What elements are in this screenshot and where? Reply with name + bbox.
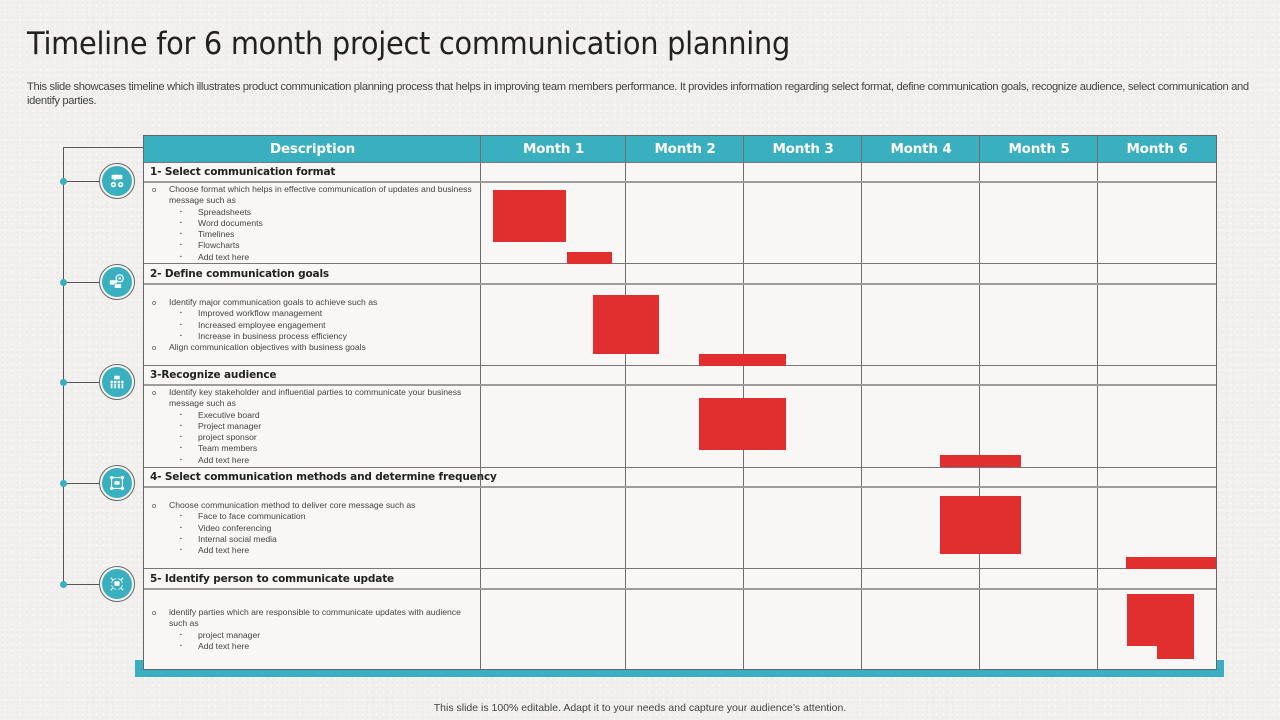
- header-month-1: Month 1: [522, 141, 585, 157]
- header-month-4: Month 4: [890, 141, 952, 157]
- grid-line: [144, 568, 1216, 569]
- connector-dot: [60, 178, 67, 185]
- sub-bullet: Video conferencing: [152, 523, 472, 535]
- sub-bullet: Increase in business process efficiency: [152, 331, 472, 343]
- grid-line: [625, 136, 626, 669]
- section-title-4: 4- Select communication methods and dete…: [150, 471, 497, 483]
- section-body-2: Identify major communication goals to ac…: [152, 297, 472, 354]
- grid-line: [144, 365, 1216, 366]
- bullet: Identify major communication goals to ac…: [152, 297, 472, 309]
- connector-branch: [63, 181, 103, 182]
- sub-bullet: Face to face communication: [152, 511, 472, 523]
- sub-bullet: project sponsor: [152, 432, 472, 444]
- gantt-bar-4-link: [1126, 557, 1216, 569]
- gantt-bar-2: [593, 295, 659, 354]
- gantt-bar-4: [940, 496, 1021, 554]
- connector-branch: [63, 282, 103, 283]
- grid-line: [979, 136, 980, 669]
- connector-branch: [63, 584, 103, 585]
- connector-dot: [60, 480, 67, 487]
- sub-bullet: Executive board: [152, 410, 472, 422]
- bullet: Align communication objectives with busi…: [152, 342, 472, 354]
- connector-dot: [60, 379, 67, 386]
- grid-line: [144, 588, 1216, 590]
- bullet: Choose format which helps in effective c…: [152, 184, 472, 207]
- slide-subtitle: This slide showcases timeline which illu…: [27, 81, 1249, 107]
- bullet: identify parties which are responsible t…: [152, 607, 472, 630]
- timeline-connector-top: [63, 147, 143, 148]
- table-header: Description Month 1 Month 2 Month 3 Mont…: [144, 136, 1216, 162]
- sub-bullet: Timelines: [152, 229, 472, 241]
- network-chat-icon: [99, 465, 135, 501]
- connector-branch: [63, 483, 103, 484]
- section-title-1: 1- Select communication format: [150, 166, 336, 178]
- gantt-bar-2-link: [699, 354, 786, 366]
- sub-bullet: project manager: [152, 630, 472, 642]
- sub-bullet: Add text here: [152, 545, 472, 557]
- sub-bullet: Word documents: [152, 218, 472, 230]
- header-month-5: Month 5: [1008, 141, 1070, 157]
- gantt-bar-1: [493, 190, 566, 242]
- header-month-6: Month 6: [1126, 141, 1188, 157]
- audience-group-icon: [99, 364, 135, 400]
- section-title-3: 3-Recognize audience: [150, 369, 277, 381]
- sub-bullet: Add text here: [152, 641, 472, 653]
- target-chat-icon: [99, 264, 135, 300]
- section-body-1: Choose format which helps in effective c…: [152, 184, 472, 263]
- header-month-2: Month 2: [654, 141, 716, 157]
- sub-bullet: Add text here: [152, 252, 472, 264]
- gantt-bar-5-tail: [1157, 645, 1194, 659]
- section-title-2: 2- Define communication goals: [150, 268, 330, 280]
- timeline-connector: [63, 147, 64, 583]
- people-chat-icon: [99, 163, 135, 199]
- gantt-bar-3-link: [940, 455, 1021, 467]
- header-description: Description: [269, 141, 356, 157]
- grid-line: [144, 162, 1216, 163]
- sub-bullet: Increased employee engagement: [152, 320, 472, 332]
- header-month-3: Month 3: [772, 141, 834, 157]
- bullet: Choose communication method to deliver c…: [152, 500, 472, 512]
- grid-line: [144, 467, 1216, 468]
- grid-line: [1097, 136, 1098, 669]
- bullet: Identify key stakeholder and influential…: [152, 387, 472, 410]
- sub-bullet: Internal social media: [152, 534, 472, 546]
- sub-bullet: Team members: [152, 443, 472, 455]
- sub-bullet: Add text here: [152, 455, 472, 467]
- grid-line: [144, 263, 1216, 264]
- sub-bullet: Flowcharts: [152, 240, 472, 252]
- sub-bullet: Project manager: [152, 421, 472, 433]
- sub-bullet: Improved workflow management: [152, 308, 472, 320]
- gantt-bar-1-link: [567, 252, 612, 264]
- timeline-table: Description Month 1 Month 2 Month 3 Mont…: [143, 135, 1217, 670]
- slide-title: Timeline for 6 month project communicati…: [27, 26, 791, 62]
- sub-bullet: Spreadsheets: [152, 207, 472, 219]
- section-body-4: Choose communication method to deliver c…: [152, 500, 472, 557]
- connector-dot: [60, 581, 67, 588]
- section-title-5: 5- Identify person to communicate update: [150, 573, 395, 585]
- connector-dot: [60, 279, 67, 286]
- grid-line: [144, 283, 1216, 285]
- connector-branch: [63, 382, 103, 383]
- grid-line: [144, 384, 1216, 386]
- section-body-5: identify parties which are responsible t…: [152, 607, 472, 652]
- grid-line: [480, 136, 481, 669]
- gantt-bar-5: [1127, 594, 1194, 646]
- grid-line: [144, 486, 1216, 488]
- chat-expand-icon: [99, 566, 135, 602]
- gantt-bar-3: [699, 398, 786, 450]
- slide-footer: This slide is 100% editable. Adapt it to…: [433, 702, 847, 714]
- grid-line: [144, 181, 1216, 183]
- grid-line: [861, 136, 862, 669]
- section-body-3: Identify key stakeholder and influential…: [152, 387, 472, 466]
